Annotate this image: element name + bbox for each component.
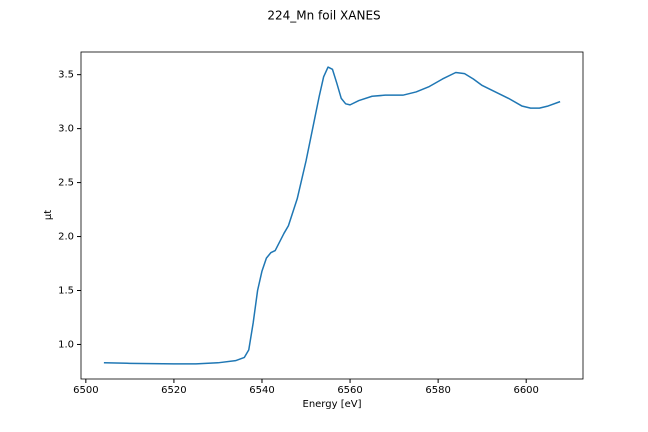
y-tick-label: 1.0 bbox=[58, 339, 74, 350]
y-tick-label: 3.0 bbox=[58, 124, 74, 135]
plot-frame bbox=[80, 51, 584, 380]
y-tick-label: 2.5 bbox=[58, 178, 74, 189]
y-tick-label: 1.5 bbox=[58, 286, 74, 297]
chart-title: 224_Mn foil XANES bbox=[267, 9, 380, 23]
data-line bbox=[103, 66, 561, 365]
x-tick-label: 6520 bbox=[161, 385, 186, 396]
x-tick-label: 6580 bbox=[425, 385, 450, 396]
x-tick-label: 6600 bbox=[513, 385, 538, 396]
y-tick-label: 2.0 bbox=[58, 232, 74, 243]
x-tick-label: 6560 bbox=[337, 385, 362, 396]
x-tick-label: 6500 bbox=[73, 385, 98, 396]
y-axis-label: μt bbox=[43, 210, 54, 220]
y-tick-label: 3.5 bbox=[58, 70, 74, 81]
x-tick-label: 6540 bbox=[249, 385, 274, 396]
x-axis-label: Energy [eV] bbox=[303, 399, 362, 410]
